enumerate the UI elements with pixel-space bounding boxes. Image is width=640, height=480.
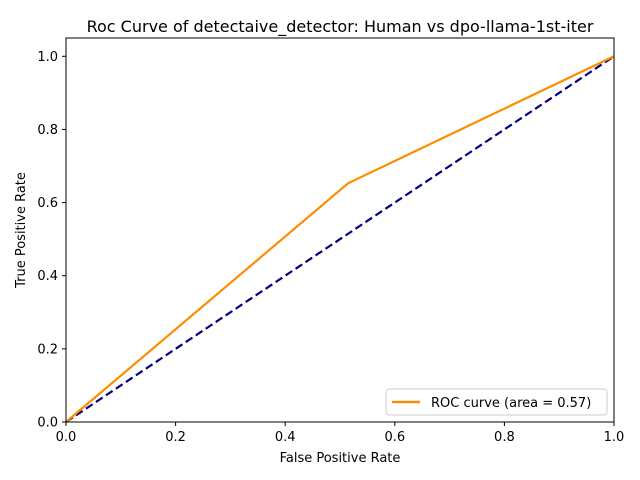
plot-area [65,55,615,423]
x-tick-label: 0.8 [494,430,515,445]
x-ticks: 0.0 0.2 0.4 0.6 0.8 1.0 [56,422,625,445]
y-axis-label: True Positive Rate [14,172,29,289]
y-tick-label: 0.2 [37,342,58,357]
axes-frame [65,37,615,423]
y-ticks: 0.0 0.2 0.4 0.6 0.8 1.0 [37,50,66,431]
y-tick-label: 1.0 [37,50,58,65]
legend-label-roc: ROC curve (area = 0.57) [431,396,591,411]
y-tick-label: 0.4 [37,269,58,284]
x-tick-label: 0.4 [275,430,296,445]
x-tick-label: 0.2 [165,430,186,445]
x-axis-label: False Positive Rate [280,451,401,466]
legend: ROC curve (area = 0.57) [385,388,608,416]
y-tick-label: 0.8 [37,123,58,138]
y-tick-label: 0.0 [37,416,58,431]
x-tick-label: 1.0 [604,430,625,445]
x-tick-label: 0.0 [56,430,77,445]
y-tick-label: 0.6 [37,196,58,211]
x-tick-label: 0.6 [384,430,405,445]
chance-diagonal-line [65,55,615,423]
roc-curve-line [65,55,615,423]
legend-box [385,388,608,416]
chart-title: Roc Curve of detectaive_detector: Human … [87,17,594,37]
